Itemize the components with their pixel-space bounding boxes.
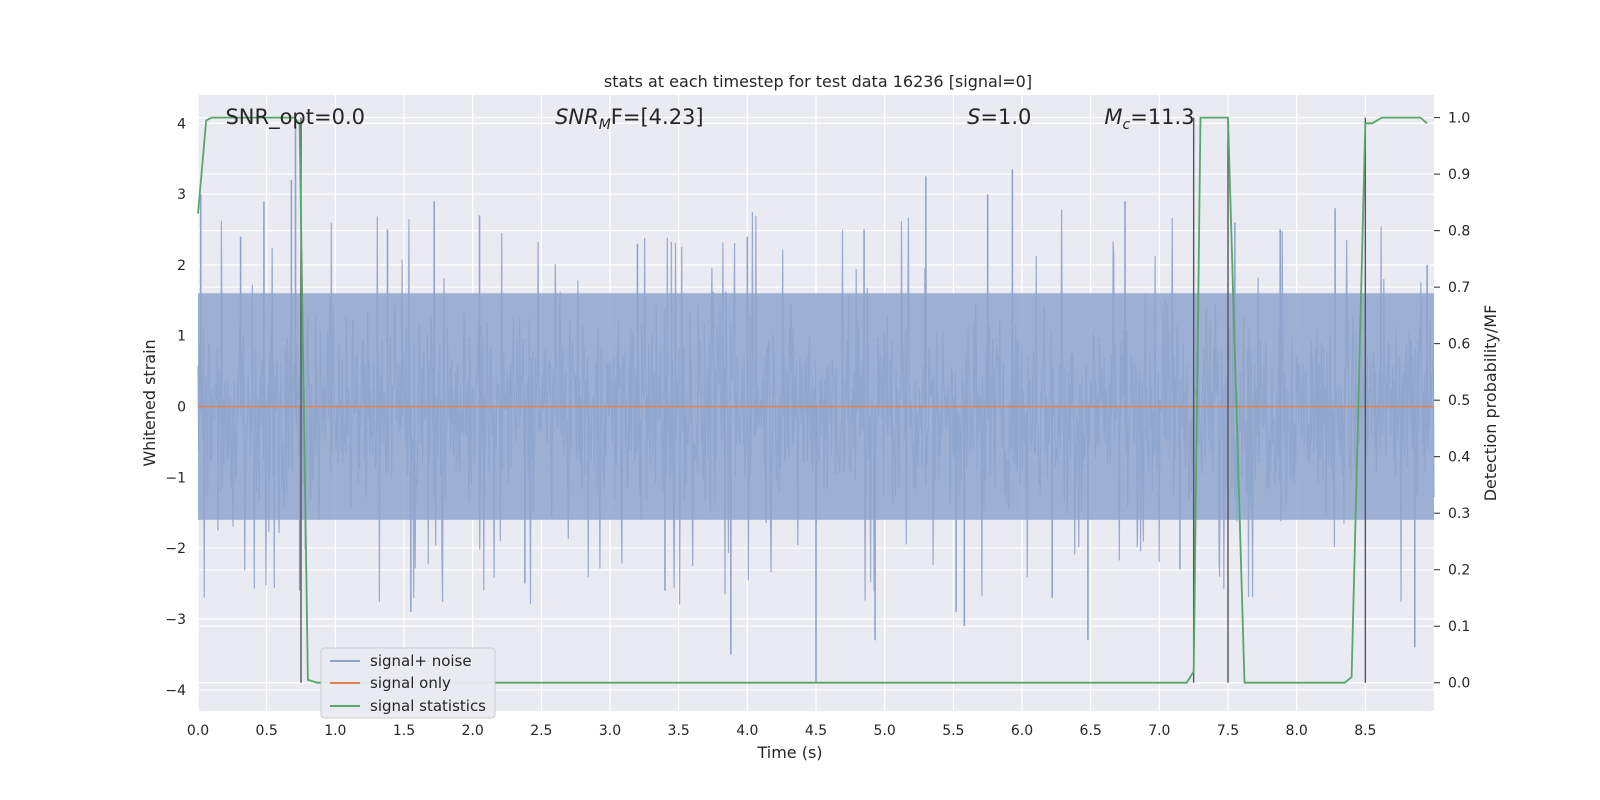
y-tick-label: 0: [177, 400, 186, 416]
y-tick-label: −3: [165, 612, 186, 628]
y-right-tick-label: 0.6: [1448, 337, 1470, 353]
chart-title: stats at each timestep for test data 162…: [604, 72, 1032, 91]
x-tick-label: 7.5: [1217, 723, 1239, 739]
y-right-tick-label: 1.0: [1448, 111, 1470, 127]
x-tick-label: 3.5: [668, 723, 690, 739]
x-tick-label: 1.0: [324, 723, 346, 739]
y-axis-label: Whitened strain: [140, 339, 159, 466]
legend-box: [320, 647, 496, 719]
y-tick-label: 1: [177, 329, 186, 345]
y-right-tick-label: 0.4: [1448, 450, 1470, 466]
y-tick-label: 3: [177, 187, 186, 203]
y-right-tick-label: 0.2: [1448, 563, 1470, 579]
x-tick-label: 5.5: [942, 723, 964, 739]
x-tick-label: 8.5: [1354, 723, 1376, 739]
x-tick-label: 8.0: [1286, 723, 1308, 739]
x-tick-label: 4.0: [736, 723, 758, 739]
x-tick-label: 0.5: [256, 723, 278, 739]
x-tick-label: 4.5: [805, 723, 827, 739]
x-tick-label: 6.0: [1011, 723, 1033, 739]
y-right-tick-label: 0.7: [1448, 280, 1470, 296]
x-tick-label: 0.0: [187, 723, 209, 739]
annotation-text: SNR_opt=0.0: [225, 105, 365, 130]
legend-label-signal-statistics: signal statistics: [370, 697, 486, 715]
annotations-group: SNR_opt=0.0 SNRMF=[4.23] S=1.0 Mc=11.3: [225, 105, 1194, 133]
annotation-text: Mc=11.3: [1104, 105, 1194, 133]
x-tick-label: 5.0: [874, 723, 896, 739]
y-tick-label: −2: [165, 541, 186, 557]
x-tick-label: 6.5: [1080, 723, 1102, 739]
x-tick-label: 1.5: [393, 723, 415, 739]
y-axis-right-label: Detection probability/MF: [1481, 305, 1500, 502]
annotation-text: SNRMF=[4.23]: [555, 105, 704, 133]
x-tick-label: 7.0: [1148, 723, 1170, 739]
legend-label-signal-noise: signal+ noise: [370, 652, 472, 670]
signal-statistics-line: [197, 116, 1428, 684]
y-tick-label: 4: [177, 116, 186, 132]
y-right-tick-label: 0.5: [1448, 393, 1470, 409]
y-tick-label: −1: [165, 470, 186, 486]
y-right-tick-label: 0.9: [1448, 167, 1470, 183]
x-tick-label: 2.5: [530, 723, 552, 739]
ticks-group: 0.0 0.5 1.0 1.5 2.0 2.5 3.0 3.5 4.0 4.5 5.0 5.5 6.0 6…: [165, 111, 1470, 739]
y-right-tick-label: 0.1: [1448, 619, 1470, 635]
annotation-text: S=1.0: [967, 105, 1031, 129]
y-tick-label: 2: [177, 258, 186, 274]
y-right-tick-label: 0.3: [1448, 506, 1470, 522]
y-right-tick-label: 0.8: [1448, 224, 1470, 240]
y-tick-label: −4: [165, 683, 186, 699]
legend: signal+ noise signal only signal statist…: [320, 647, 496, 719]
y-right-tick-label: 0.0: [1448, 676, 1470, 692]
x-tick-label: 3.0: [599, 723, 621, 739]
legend-label-signal-only: signal only: [370, 674, 451, 692]
lines-group: [197, 116, 1434, 684]
x-tick-label: 2.0: [462, 723, 484, 739]
x-axis-label: Time (s): [756, 743, 822, 762]
